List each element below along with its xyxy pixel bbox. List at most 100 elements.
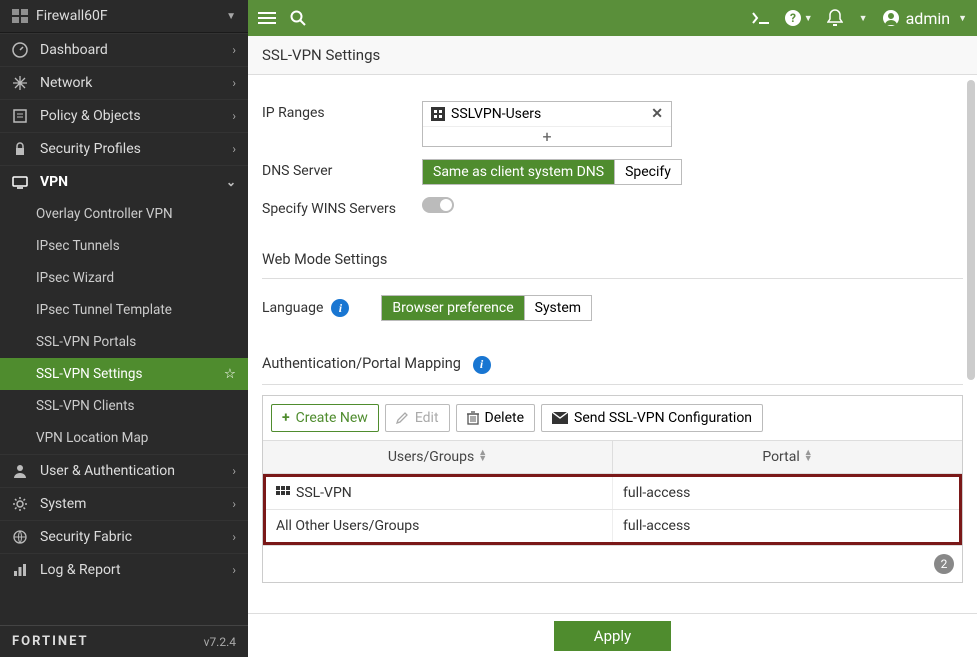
bottom-bar: Apply	[248, 613, 977, 657]
svg-text:?: ?	[790, 11, 796, 25]
nav-system[interactable]: System ›	[0, 487, 248, 520]
network-icon	[12, 75, 32, 91]
nav-label: Policy & Objects	[40, 108, 232, 124]
lang-browser[interactable]: Browser preference	[382, 296, 523, 320]
nav-sub-ipsec-template[interactable]: IPsec Tunnel Template	[0, 294, 248, 326]
info-icon[interactable]: i	[331, 299, 349, 317]
dns-toggle: Same as client system DNS Specify	[422, 159, 682, 185]
brand-logo: FORTINET	[12, 634, 89, 649]
cell-portal: full-access	[612, 510, 959, 542]
address-icon	[431, 107, 445, 121]
table-footer: 2	[263, 545, 962, 582]
nav-user-auth[interactable]: User & Authentication ›	[0, 454, 248, 487]
sort-icon: ▲▼	[478, 451, 487, 462]
nav-fabric[interactable]: Security Fabric ›	[0, 520, 248, 553]
caret-down-icon: ▼	[226, 11, 236, 22]
nav-sub-ipsec-tunnels[interactable]: IPsec Tunnels	[0, 230, 248, 262]
language-toggle: Browser preference System	[381, 295, 592, 321]
caret-icon[interactable]: ▼	[859, 13, 868, 24]
ip-range-chip[interactable]: SSLVPN-Users ✕	[423, 102, 671, 126]
topbar: ?▼ ▼ admin ▼	[248, 0, 977, 36]
dashboard-icon	[12, 42, 32, 58]
user-icon	[12, 463, 32, 479]
nav-sub-ssl-settings[interactable]: SSL-VPN Settings ☆	[0, 358, 248, 390]
create-label: Create New	[296, 410, 368, 426]
nav-log[interactable]: Log & Report ›	[0, 553, 248, 586]
delete-button[interactable]: Delete	[456, 404, 535, 432]
notification-icon[interactable]	[827, 9, 843, 27]
info-icon[interactable]: i	[473, 356, 491, 374]
vpn-icon	[12, 174, 32, 190]
nav-vpn[interactable]: VPN ⌄	[0, 165, 248, 198]
col-users[interactable]: Users/Groups▲▼	[263, 441, 612, 473]
nav-label: Network	[40, 75, 232, 91]
table-toolbar: +Create New Edit Delete Send SSL-VPN Con…	[263, 396, 962, 441]
delete-label: Delete	[485, 410, 524, 426]
nav-label: Log & Report	[40, 562, 232, 578]
edit-label: Edit	[415, 410, 439, 426]
add-ip-range[interactable]: +	[423, 126, 671, 146]
device-selector[interactable]: Firewall60F ▼	[0, 0, 248, 33]
wins-toggle[interactable]	[422, 197, 454, 213]
language-label: Language	[262, 300, 323, 316]
auth-header: Authentication/Portal Mapping i	[262, 345, 963, 385]
page-title: SSL-VPN Settings	[248, 36, 977, 75]
group-icon	[276, 486, 290, 500]
user-avatar-icon	[882, 9, 900, 27]
pencil-icon	[396, 411, 409, 424]
chevron-right-icon: ›	[232, 563, 236, 577]
col-portal[interactable]: Portal▲▼	[612, 441, 962, 473]
search-icon[interactable]	[290, 10, 306, 26]
auth-table: +Create New Edit Delete Send SSL-VPN Con…	[262, 395, 963, 583]
lock-icon	[12, 141, 32, 157]
main-area: ?▼ ▼ admin ▼ SSL-VPN Settings IP Ranges …	[248, 0, 977, 657]
dns-specify[interactable]: Specify	[614, 160, 681, 184]
policy-icon	[12, 108, 32, 124]
device-icon	[12, 9, 28, 23]
version-label: v7.2.4	[204, 635, 236, 649]
content: IP Ranges SSLVPN-Users ✕ + DNS Server Sa…	[248, 75, 977, 657]
chevron-right-icon: ›	[232, 109, 236, 123]
device-name: Firewall60F	[36, 8, 226, 24]
lang-system[interactable]: System	[524, 296, 591, 320]
remove-chip-icon[interactable]: ✕	[651, 106, 663, 122]
report-icon	[12, 562, 32, 578]
create-new-button[interactable]: +Create New	[271, 404, 379, 432]
nav-sub-ssl-clients[interactable]: SSL-VPN Clients	[0, 390, 248, 422]
favorite-icon[interactable]: ☆	[224, 366, 236, 382]
nav-security[interactable]: Security Profiles ›	[0, 132, 248, 165]
nav-sub-label: SSL-VPN Portals	[36, 334, 236, 350]
nav-dashboard[interactable]: Dashboard ›	[0, 33, 248, 66]
nav-sub-ssl-portals[interactable]: SSL-VPN Portals	[0, 326, 248, 358]
nav-sub-ipsec-wizard[interactable]: IPsec Wizard	[0, 262, 248, 294]
user-menu[interactable]: admin ▼	[882, 9, 967, 28]
chevron-right-icon: ›	[232, 530, 236, 544]
scrollbar[interactable]	[967, 80, 975, 380]
menu-icon[interactable]	[258, 11, 276, 25]
dns-same[interactable]: Same as client system DNS	[423, 160, 614, 184]
nav-network[interactable]: Network ›	[0, 66, 248, 99]
help-icon[interactable]: ?▼	[784, 9, 813, 27]
row-count: 2	[934, 554, 954, 574]
nav-sub-vpn-location[interactable]: VPN Location Map	[0, 422, 248, 454]
apply-button[interactable]: Apply	[554, 621, 671, 651]
fabric-icon	[12, 529, 32, 545]
user-name: admin	[906, 9, 950, 28]
cell-portal: full-access	[612, 477, 959, 509]
nav-sub-label: IPsec Wizard	[36, 270, 236, 286]
row-wins: Specify WINS Servers	[262, 191, 963, 223]
cli-icon[interactable]	[752, 12, 770, 24]
chevron-right-icon: ›	[232, 464, 236, 478]
nav-sub-label: SSL-VPN Settings	[36, 366, 224, 382]
sidebar: Firewall60F ▼ Dashboard › Network › Poli…	[0, 0, 248, 657]
nav-sub-label: IPsec Tunnel Template	[36, 302, 236, 318]
send-config-button[interactable]: Send SSL-VPN Configuration	[541, 404, 763, 432]
nav-policy[interactable]: Policy & Objects ›	[0, 99, 248, 132]
nav-sub-overlay[interactable]: Overlay Controller VPN	[0, 198, 248, 230]
nav-label: VPN	[40, 174, 226, 190]
table-row[interactable]: All Other Users/Groupsfull-access	[266, 509, 959, 542]
sort-icon: ▲▼	[804, 451, 813, 462]
table-row[interactable]: SSL-VPNfull-access	[266, 477, 959, 509]
nav-sub-label: SSL-VPN Clients	[36, 398, 236, 414]
edit-button[interactable]: Edit	[385, 404, 450, 432]
